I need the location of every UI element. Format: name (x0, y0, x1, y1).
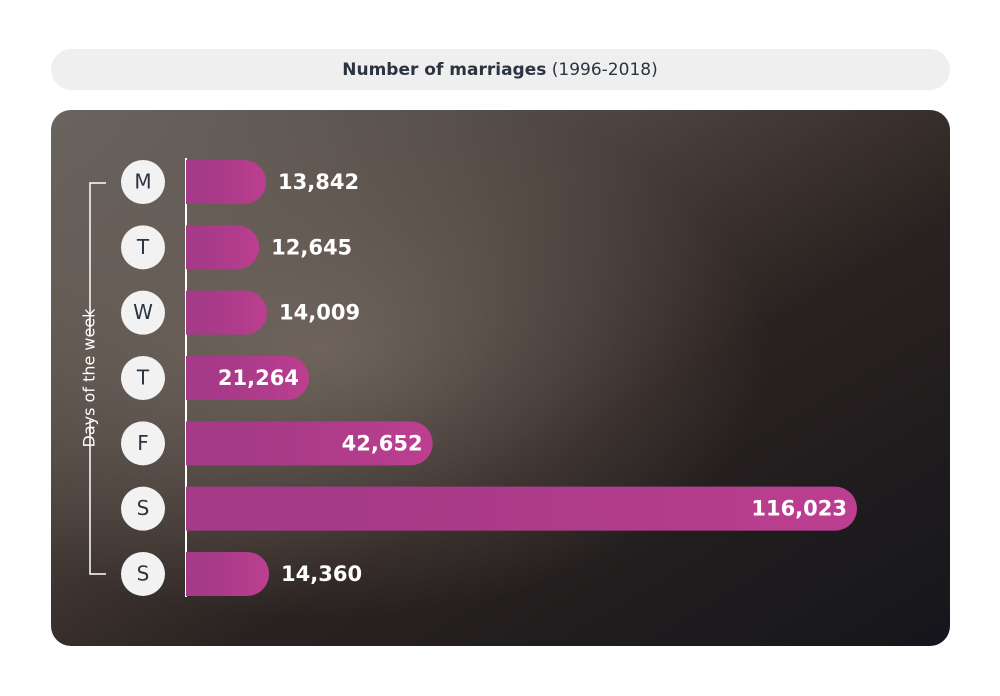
value-label: 116,023 (751, 497, 847, 521)
y-tick-label: M (134, 170, 151, 194)
value-label: 14,009 (279, 301, 360, 325)
bar-shade (186, 290, 268, 335)
day-badge (121, 225, 165, 270)
bar-shade (186, 551, 270, 596)
bar-shade (186, 486, 857, 531)
day-badge (121, 290, 165, 335)
value-label: 42,652 (342, 431, 423, 455)
bar-shade (186, 421, 433, 466)
y-tick-label: S (137, 496, 150, 520)
y-tick-label: T (136, 235, 150, 259)
bracket (89, 182, 106, 575)
bar-shade (186, 225, 260, 270)
y-tick-label: F (137, 431, 149, 455)
day-badge (121, 421, 165, 466)
subtitle: (1996-2018) (552, 60, 658, 80)
value-label: 14,360 (281, 562, 362, 586)
value-label: 13,842 (278, 170, 359, 194)
value-label: 21,264 (218, 366, 299, 390)
title-pill (51, 49, 950, 90)
y-axis-label: Days of the week (80, 308, 99, 448)
day-badge (121, 355, 165, 400)
y-tick-label: S (137, 561, 150, 585)
day-badge (121, 160, 165, 204)
day-badge (121, 551, 165, 596)
chart-title: Number of marriages (1996-2018) (342, 60, 657, 80)
y-tick-label: T (136, 365, 150, 389)
value-label: 12,645 (271, 235, 352, 259)
y-tick-label: W (133, 300, 153, 324)
bar-shade (186, 160, 267, 204)
day-badge (121, 486, 165, 531)
title-main: Number of marriages (342, 60, 546, 80)
bar-shade (186, 355, 309, 400)
